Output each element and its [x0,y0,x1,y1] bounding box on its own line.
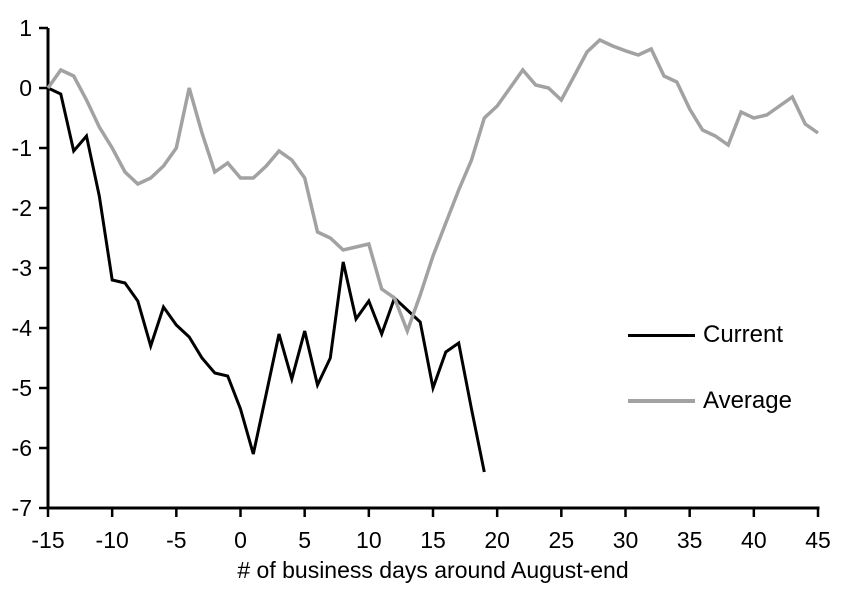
y-tick-label--3: -3 [12,255,32,281]
legend-swatch-current-line [628,333,695,337]
x-tick-label--5: -5 [166,527,186,553]
x-tick-label-40: 40 [741,527,767,553]
legend-item-average: Average [628,387,792,415]
x-tick-label-15: 15 [420,527,446,553]
y-tick-label--7: -7 [12,495,32,521]
legend-label-current: Current [703,321,784,348]
x-tick-label-0: 0 [234,527,247,553]
x-tick-label-30: 30 [613,527,639,553]
series-line-average [46,37,820,337]
y-tick-label--1: -1 [12,135,32,161]
legend-label-average: Average [703,387,792,414]
x-tick-label-10: 10 [356,527,382,553]
x-tick-label-20: 20 [484,527,510,553]
y-tick-label--5: -5 [12,375,32,401]
x-tick-label-5: 5 [298,527,311,553]
x-axis-title: # of business days around August-end [237,557,629,583]
x-tick-label--15: -15 [31,527,64,553]
x-tick-label-45: 45 [805,527,831,553]
y-tick-label-0: 0 [19,75,32,101]
y-tick-label-1: 1 [19,15,32,41]
x-tick-label-25: 25 [549,527,575,553]
y-tick-label--4: -4 [12,315,33,341]
series-line-current [47,86,486,473]
legend-swatch-average-line [628,399,695,403]
y-tick-label--6: -6 [12,435,32,461]
x-tick-label-35: 35 [677,527,703,553]
x-tick-label--10: -10 [96,527,129,553]
legend-item-current: Current [628,321,783,349]
y-tick-label--2: -2 [12,195,32,221]
